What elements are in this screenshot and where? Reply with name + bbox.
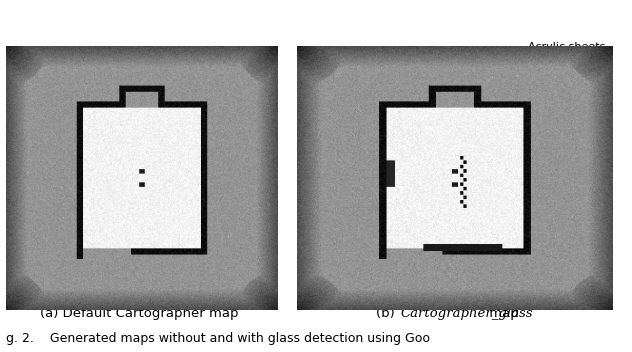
- Text: map: map: [485, 307, 519, 320]
- Text: Acrylic sheets: Acrylic sheets: [528, 42, 605, 52]
- Text: Cartographer_glass: Cartographer_glass: [400, 307, 533, 320]
- Text: Glass sheet: Glass sheet: [322, 227, 387, 237]
- Bar: [363, 259, 427, 282]
- Text: g. 2.    Generated maps without and with glass detection using Goo: g. 2. Generated maps without and with gl…: [6, 332, 430, 345]
- Text: (a) Default Cartographer map: (a) Default Cartographer map: [40, 307, 238, 320]
- Text: Polycarbonate
sheet: Polycarbonate sheet: [310, 285, 389, 307]
- Bar: [313, 151, 338, 204]
- Bar: [389, 88, 436, 113]
- Text: (b): (b): [376, 307, 399, 320]
- Bar: [433, 148, 474, 194]
